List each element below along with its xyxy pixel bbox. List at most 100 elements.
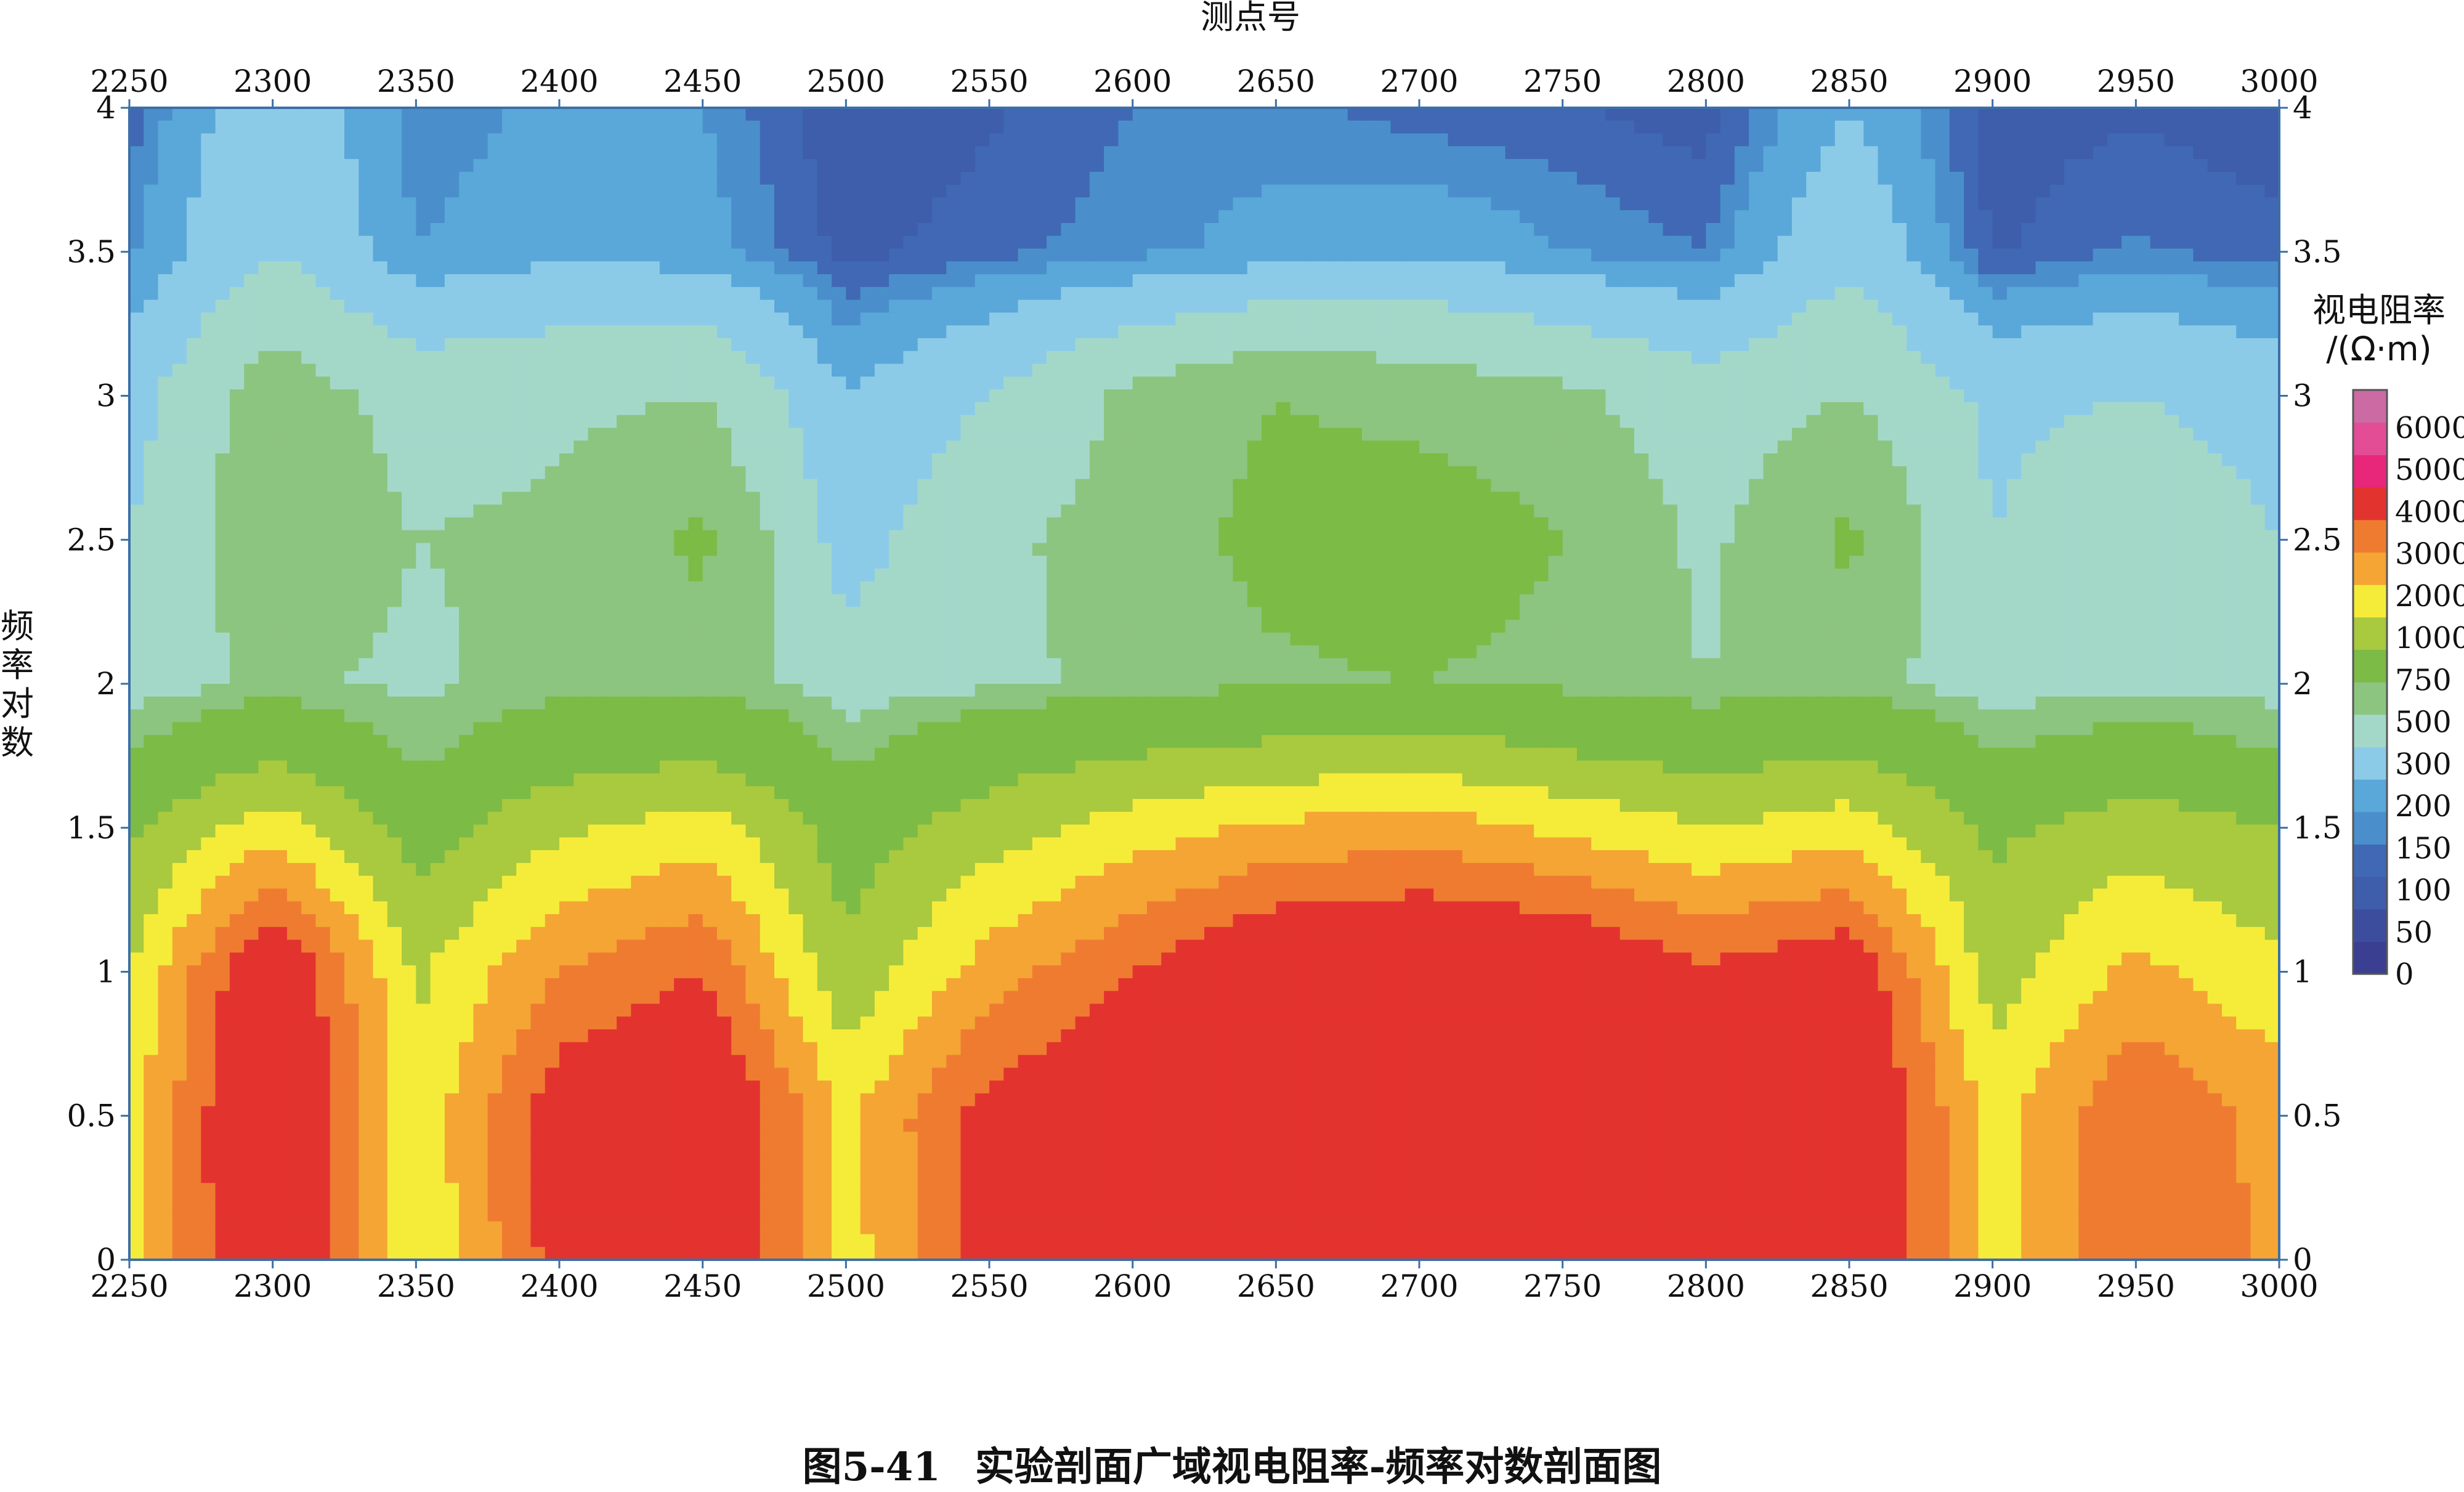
heatmap-cell — [931, 171, 947, 185]
heatmap-cell — [187, 402, 202, 416]
heatmap-cell — [1921, 223, 1936, 237]
heatmap-cell — [1949, 505, 1964, 518]
heatmap-cell — [2035, 517, 2051, 531]
heatmap-cell — [1992, 235, 2008, 249]
heatmap-cell — [931, 492, 947, 505]
heatmap-cell — [1319, 517, 1334, 531]
heatmap-cell — [1892, 338, 1907, 352]
heatmap-cell — [1763, 428, 1778, 442]
heatmap-cell — [516, 440, 532, 454]
heatmap-cell — [803, 197, 818, 211]
heatmap-cell — [2035, 402, 2051, 416]
heatmap-cell — [1534, 210, 1549, 224]
heatmap-cell — [1706, 159, 1721, 172]
heatmap-cell — [1462, 402, 1477, 416]
heatmap-cell — [1935, 248, 1950, 262]
heatmap-cell — [459, 325, 474, 339]
heatmap-cell — [1720, 299, 1735, 314]
heatmap-cell — [1433, 312, 1449, 326]
heatmap-cell — [487, 184, 503, 198]
heatmap-cell — [1247, 120, 1262, 134]
heatmap-cell — [1534, 184, 1549, 198]
heatmap-cell — [1233, 274, 1248, 288]
heatmap-cell — [129, 440, 145, 454]
heatmap-cell — [1204, 223, 1220, 237]
heatmap-cell — [1132, 338, 1148, 352]
heatmap-cell — [487, 235, 503, 249]
heatmap-cell — [444, 479, 460, 493]
heatmap-cell — [588, 466, 603, 480]
heatmap-cell — [1534, 351, 1549, 365]
heatmap-cell — [2021, 338, 2036, 352]
heatmap-cell — [1003, 466, 1019, 480]
heatmap-cell — [1534, 171, 1549, 185]
heatmap-cell — [860, 505, 875, 518]
heatmap-cell — [1361, 440, 1377, 454]
heatmap-cell — [387, 440, 402, 454]
heatmap-cell — [1692, 325, 1707, 339]
heatmap-cell — [1605, 492, 1621, 505]
heatmap-cell — [129, 402, 145, 416]
heatmap-cell — [1978, 197, 1993, 211]
heatmap-cell — [286, 248, 302, 262]
heatmap-cell — [989, 235, 1005, 249]
heatmap-cell — [1075, 517, 1090, 531]
heatmap-cell — [1304, 389, 1319, 403]
heatmap-cell — [1218, 261, 1234, 275]
heatmap-cell — [1863, 312, 1879, 326]
heatmap-cell — [1462, 505, 1477, 518]
heatmap-cell — [803, 338, 818, 352]
heatmap-cell — [1433, 133, 1449, 147]
heatmap-cell — [817, 466, 832, 480]
heatmap-cell — [1003, 376, 1019, 390]
heatmap-cell — [788, 363, 804, 378]
heatmap-cell — [1319, 440, 1334, 454]
heatmap-cell — [2021, 492, 2036, 505]
heatmap-cell — [1462, 235, 1477, 249]
heatmap-cell — [573, 248, 589, 262]
heatmap-cell — [473, 184, 488, 198]
heatmap-cell — [215, 146, 230, 160]
heatmap-cell — [1061, 440, 1076, 454]
heatmap-cell — [2093, 210, 2108, 224]
heatmap-cell — [2021, 479, 2036, 493]
heatmap-cell — [889, 274, 904, 288]
heatmap-cell — [1591, 440, 1607, 454]
heatmap-cell — [272, 440, 288, 454]
heatmap-cell — [931, 146, 947, 160]
heatmap-cell — [416, 415, 431, 429]
heatmap-cell — [129, 389, 145, 403]
heatmap-cell — [1189, 248, 1205, 262]
heatmap-cell — [1089, 197, 1104, 211]
heatmap-cell — [1347, 351, 1363, 365]
heatmap-cell — [2164, 108, 2179, 121]
heatmap-cell — [1749, 120, 1764, 134]
heatmap-cell — [1347, 286, 1363, 301]
heatmap-cell — [1290, 159, 1305, 172]
heatmap-cell — [1749, 223, 1764, 237]
heatmap-cell — [1591, 120, 1607, 134]
heatmap-cell — [702, 363, 718, 378]
heatmap-cell — [817, 223, 832, 237]
heatmap-cell — [144, 415, 159, 429]
heatmap-cell — [430, 184, 445, 198]
heatmap-cell — [2221, 108, 2237, 121]
heatmap-cell — [215, 325, 230, 339]
heatmap-cell — [846, 351, 861, 365]
heatmap-cell — [2150, 376, 2165, 390]
heatmap-cell — [1104, 363, 1119, 378]
heatmap-cell — [803, 248, 818, 262]
heatmap-cell — [1605, 479, 1621, 493]
heatmap-cell — [731, 376, 747, 390]
heatmap-cell — [2264, 428, 2279, 442]
heatmap-cell — [1706, 351, 1721, 365]
heatmap-cell — [1519, 402, 1534, 416]
heatmap-cell — [1820, 389, 1836, 403]
heatmap-cell — [860, 210, 875, 224]
heatmap-cell — [1404, 223, 1420, 237]
heatmap-cell — [917, 325, 933, 339]
heatmap-cell — [1304, 223, 1319, 237]
heatmap-cell — [1806, 146, 1822, 160]
heatmap-cell — [1964, 338, 1979, 352]
heatmap-cell — [745, 351, 761, 365]
